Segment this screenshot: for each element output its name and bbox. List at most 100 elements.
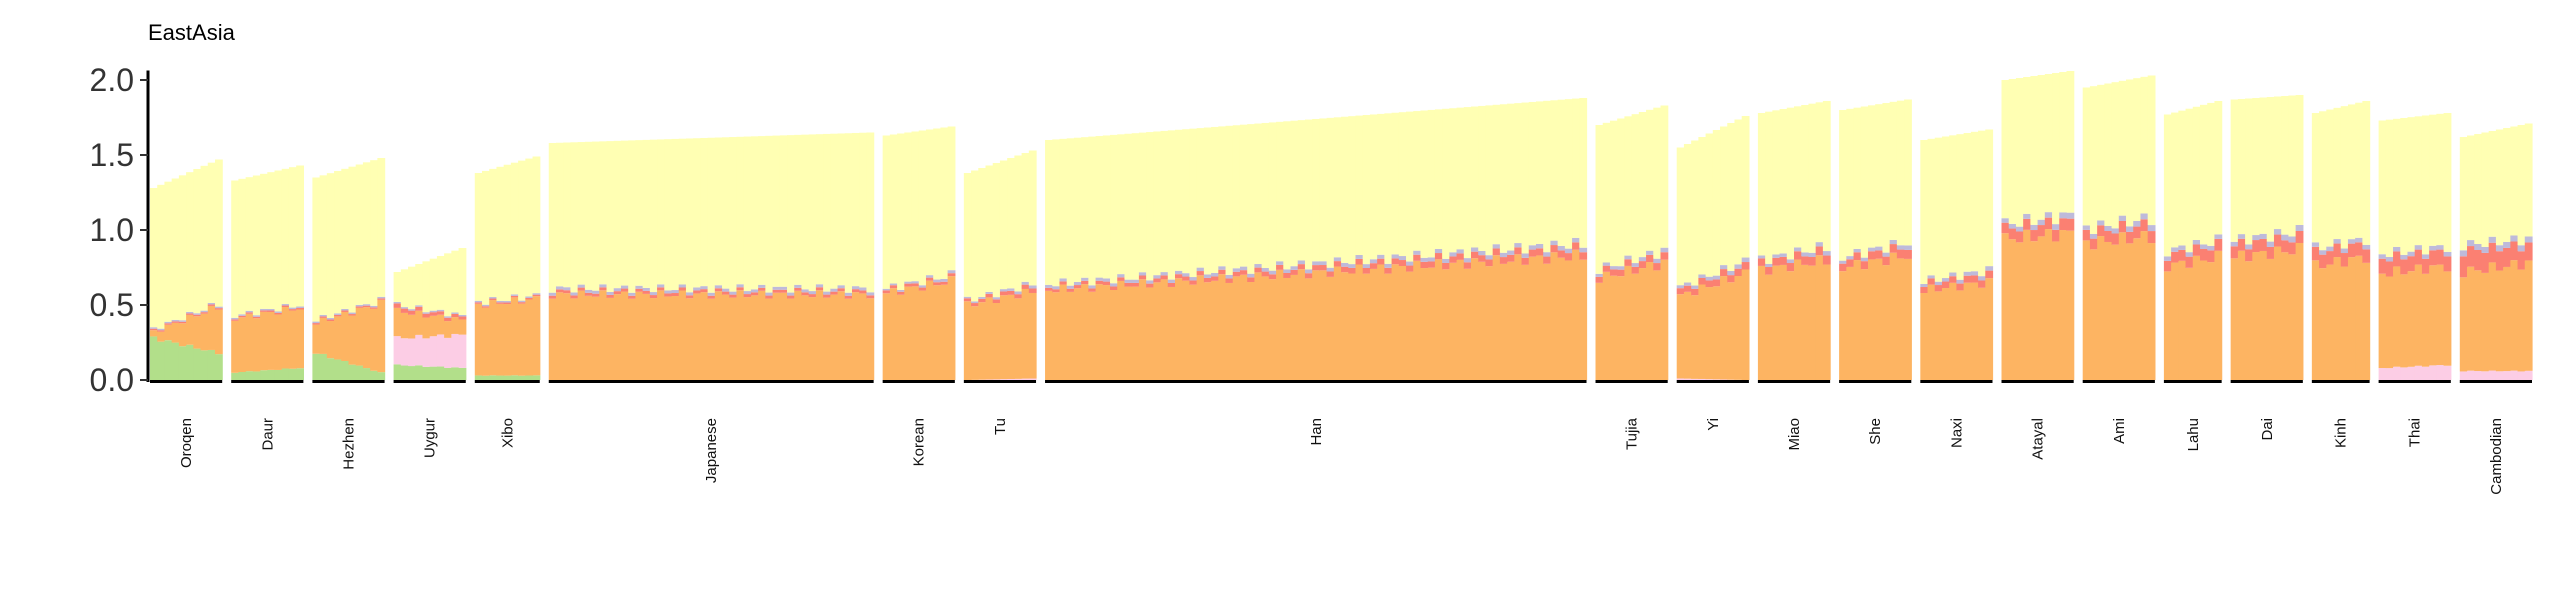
bar-segment-lavender <box>1705 276 1714 281</box>
bar-segment-yellow <box>978 168 987 298</box>
bar-segment-lavender <box>2126 226 2134 232</box>
bar-segment-lavender <box>2178 245 2187 250</box>
bar-segment-lavender <box>1384 263 1393 268</box>
bar-segment-red <box>794 287 803 291</box>
bar-segment-lavender <box>613 288 622 292</box>
bar-segment-red <box>548 295 557 299</box>
bar-segment-yellow <box>334 171 342 314</box>
bar-segment-red <box>1276 264 1284 270</box>
bar-segment-yellow <box>889 134 898 284</box>
bar-segment-yellow <box>422 261 431 313</box>
bar-segment-orange <box>2407 271 2416 367</box>
bar-segment-red <box>1059 281 1068 285</box>
bar-segment-yellow <box>1247 124 1256 274</box>
bar-segment-orange <box>496 303 505 376</box>
bar-segment-orange <box>1934 291 1943 380</box>
bar-segment-orange <box>1564 260 1573 380</box>
bar-segment-pink <box>2443 365 2452 380</box>
bar-segment-lavender <box>1660 247 1669 253</box>
bar-segment-lavender <box>1420 257 1429 262</box>
bar-segment-pink <box>1698 378 1707 380</box>
bar-segment-lavender <box>1646 250 1654 255</box>
bar-segment-lavender <box>971 301 979 304</box>
bar-segment-yellow <box>2207 102 2216 246</box>
bar-segment-orange <box>2495 270 2504 372</box>
bar-segment-red <box>801 292 810 296</box>
bar-segment-yellow <box>1326 117 1335 268</box>
bar-segment-orange <box>2266 258 2275 380</box>
bar-segment-orange <box>2185 267 2194 380</box>
bar-segment-red <box>231 319 240 321</box>
bar-segment-red <box>2030 230 2039 242</box>
bar-segment-lavender <box>1757 255 1766 259</box>
bar-segment-lavender <box>2421 254 2430 259</box>
bar-segment-yellow <box>2089 86 2098 234</box>
y-tick-label: 1.5 <box>90 137 134 173</box>
bar-segment-lavender <box>1572 237 1580 243</box>
bar-segment-lavender <box>765 292 774 296</box>
bar-segment-yellow <box>736 136 745 285</box>
bar-segment-yellow <box>312 177 321 322</box>
bar-segment-yellow <box>444 253 452 317</box>
bar-segment-lavender <box>1073 281 1082 286</box>
bar-segment-green <box>429 366 438 380</box>
bar-segment-red <box>1985 270 1994 279</box>
bar-segment-red <box>2385 261 2394 277</box>
bar-segment-yellow <box>620 140 629 286</box>
bar-segment-pink <box>1705 379 1714 380</box>
bar-segment-yellow <box>628 140 636 293</box>
bar-segment-red <box>2421 258 2430 274</box>
bar-segment-lavender <box>231 317 240 320</box>
bar-segment-lavender <box>2443 251 2452 257</box>
bar-segment-pink <box>451 333 460 368</box>
bar-segment-lavender <box>1927 275 1936 279</box>
bar-segment-green <box>334 359 342 380</box>
bar-segment-orange <box>362 307 371 369</box>
bar-segment-lavender <box>355 304 364 307</box>
bar-segment-red <box>2015 231 2024 243</box>
bar-segment-red <box>1297 264 1306 270</box>
bar-segment-orange <box>971 306 979 380</box>
bar-segment-lavender <box>2140 213 2149 220</box>
bar-segment-lavender <box>2237 234 2246 239</box>
bar-segment-orange <box>1153 282 1162 380</box>
bar-segment-lavender <box>1297 260 1306 265</box>
bar-segment-red <box>1846 259 1855 267</box>
bar-segment-red <box>2192 244 2201 256</box>
x-label-cambodian: Cambodian <box>2488 418 2505 495</box>
bar-segment-orange <box>267 311 276 370</box>
bar-segment-lavender <box>844 292 853 296</box>
bar-segment-red <box>341 310 350 312</box>
bar-segment-lavender <box>1174 270 1183 275</box>
bar-segment-lavender <box>750 289 759 293</box>
bar-segment-lavender <box>1391 254 1400 259</box>
bar-segment-orange <box>947 276 956 380</box>
bar-segment-orange <box>794 290 803 380</box>
bar-segment-lavender <box>933 279 942 283</box>
bar-segment-green <box>281 368 290 380</box>
bar-segment-lavender <box>1941 278 1950 282</box>
bar-segment-red <box>1028 288 1037 293</box>
bar-segment-yellow <box>178 175 187 321</box>
bar-segment-red <box>214 308 223 310</box>
bar-segment-yellow <box>2510 126 2519 236</box>
bar-segment-orange <box>2214 250 2223 380</box>
bar-segment-green <box>171 342 180 380</box>
bar-segment-orange <box>1499 263 1508 380</box>
bar-segment-orange <box>2163 271 2172 380</box>
bar-segment-yellow <box>518 160 526 301</box>
bar-segment-pink <box>985 379 994 380</box>
bar-segment-yellow <box>171 178 180 320</box>
bar-segment-yellow <box>1369 114 1378 260</box>
bar-segment-lavender <box>1434 248 1443 254</box>
bar-segment-red <box>2245 249 2253 262</box>
bar-segment-orange <box>1691 295 1699 379</box>
bar-segment-yellow <box>823 133 831 292</box>
bar-segment-yellow <box>1066 138 1075 286</box>
bar-segment-orange <box>555 292 564 380</box>
bar-segment-yellow <box>1434 109 1443 249</box>
bar-segment-red <box>2214 238 2223 251</box>
bar-segment-pink <box>1028 378 1037 380</box>
bar-segment-lavender <box>904 281 913 284</box>
bar-segment-red <box>362 305 371 308</box>
